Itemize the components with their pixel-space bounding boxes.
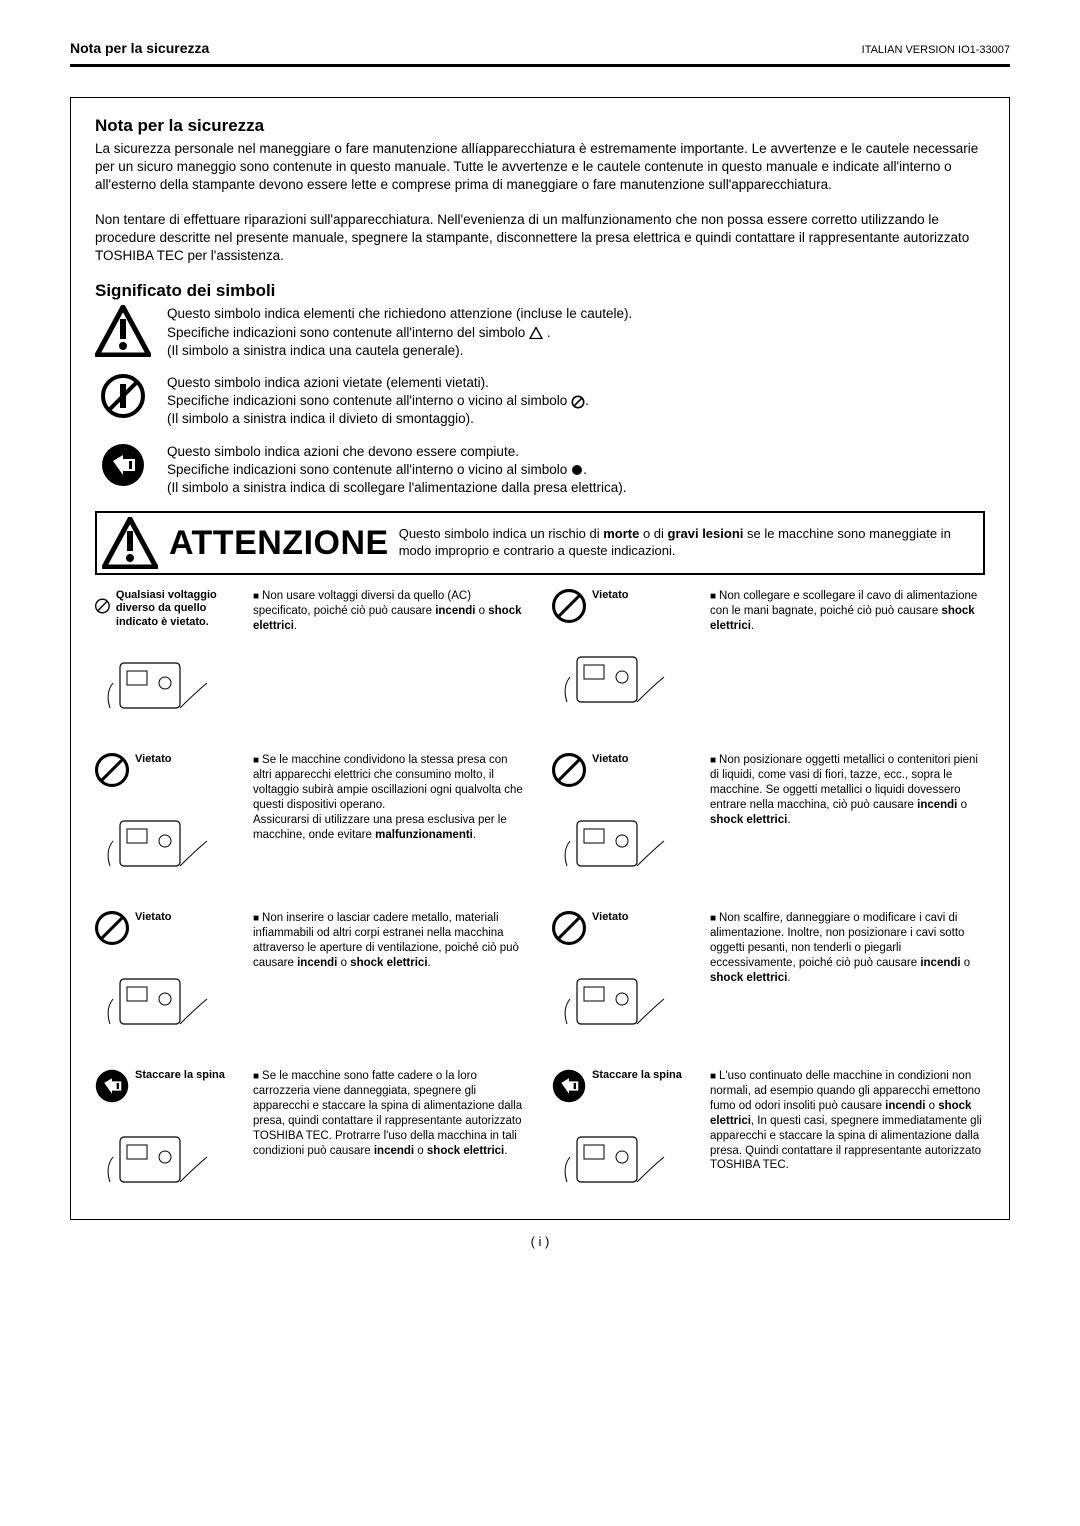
prohibit-icon [552,911,586,945]
sym1-l3: (Il simbolo a sinistra indica una cautel… [167,343,463,358]
symbol-text-1: Questo simbolo indica elementi che richi… [167,305,985,360]
grid-cell-cables: Vietato ■Non scalfire, danneggiare o mod… [552,911,985,1039]
symbol-row-warning: Questo simbolo indica elementi che richi… [95,305,985,360]
grid-cell-damaged: Staccare la spina ■Se le macchine sono f… [95,1069,528,1197]
section2-title: Significato dei simboli [95,281,985,301]
prohibit-inline-icon [571,395,585,409]
symbol-text-2: Questo simbolo indica azioni vietate (el… [167,374,985,429]
illustration-icon [95,791,225,881]
grid-cell-wethands: Vietato ■Non collegare e scollegare il c… [552,589,985,723]
cell-body: ■L'uso continuato delle macchine in cond… [710,1069,985,1197]
filled-circle-inline-icon [571,464,583,476]
intro-paragraph-2: Non tentare di effettuare riparazioni su… [95,211,985,266]
unplug-action-icon [552,1069,586,1103]
grid-cell-voltage: Qualsiasi voltaggio diverso da quello in… [95,589,528,723]
cell-body: ■Se le macchine sono fatte cadere o la l… [253,1069,528,1197]
warning-triangle-icon [95,305,151,357]
sym2-l2: Specifiche indicazioni sono contenute al… [167,393,567,408]
cell-label: Qualsiasi voltaggio diverso da quello in… [116,589,243,629]
header-left: Nota per la sicurezza [70,40,209,56]
prohibit-disassembly-icon [95,374,151,418]
cell-label: Vietato [592,911,628,924]
sym1-l2: Specifiche indicazioni sono contenute al… [167,325,525,340]
grid-cell-foreignobjects: Vietato ■Non inserire o lasciar cadere m… [95,911,528,1039]
grid-cell-sharedoutlet: Vietato ■Se le macchine condividono la s… [95,753,528,881]
symbol-row-action: Questo simbolo indica azioni che devono … [95,443,985,498]
warning-banner: ATTENZIONE Questo simbolo indica un risc… [95,511,985,575]
sym2-l3: (Il simbolo a sinistra indica il divieto… [167,411,474,426]
warning-banner-text: Questo simbolo indica un rischio di mort… [399,526,973,560]
illustration-icon [552,791,682,881]
cell-label: Vietato [135,753,171,766]
cell-body: ■Non posizionare oggetti metallici o con… [710,753,985,881]
illustration-icon [552,1107,682,1197]
warning-banner-icon [101,517,159,569]
prohibit-icon [552,753,586,787]
sym2-l1: Questo simbolo indica azioni vietate (el… [167,375,489,390]
page-header: Nota per la sicurezza ITALIAN VERSION IO… [70,40,1010,56]
sym3-l3: (Il simbolo a sinistra indica di scolleg… [167,480,627,495]
illustration-icon [552,949,682,1039]
prohibit-icon [95,911,129,945]
unplug-action-icon [95,443,151,487]
header-right: ITALIAN VERSION IO1-33007 [862,44,1010,56]
warnings-grid: Qualsiasi voltaggio diverso da quello in… [95,589,985,1197]
cell-label: Staccare la spina [592,1069,682,1082]
cell-label: Vietato [592,753,628,766]
illustration-icon [95,949,225,1039]
cell-body: ■Se le macchine condividono la stessa pr… [253,753,528,881]
prohibit-icon [95,589,110,623]
cell-label: Vietato [135,911,171,924]
content-box: Nota per la sicurezza La sicurezza perso… [70,97,1010,1220]
illustration-icon [552,627,682,717]
illustration-icon [95,633,225,723]
sym3-l2: Specifiche indicazioni sono contenute al… [167,462,567,477]
intro-paragraph-1: La sicurezza personale nel maneggiare o … [95,140,985,195]
grid-cell-liquids: Vietato ■Non posizionare oggetti metalli… [552,753,985,881]
cell-body: ■Non usare voltaggi diversi da quello (A… [253,589,528,723]
section1-title: Nota per la sicurezza [95,116,985,136]
page-number: ( i ) [70,1234,1010,1249]
unplug-action-icon [95,1069,129,1103]
grid-cell-smoke: Staccare la spina ■L'uso continuato dell… [552,1069,985,1197]
cell-body: ■Non collegare e scollegare il cavo di a… [710,589,985,723]
symbol-text-3: Questo simbolo indica azioni che devono … [167,443,985,498]
symbol-row-prohibit: Questo simbolo indica azioni vietate (el… [95,374,985,429]
sym1-l1: Questo simbolo indica elementi che richi… [167,306,632,321]
prohibit-icon [95,753,129,787]
triangle-inline-icon [529,327,543,339]
cell-body: ■Non inserire o lasciar cadere metallo, … [253,911,528,1039]
warning-word: ATTENZIONE [169,524,389,563]
sym3-l1: Questo simbolo indica azioni che devono … [167,444,519,459]
illustration-icon [95,1107,225,1197]
prohibit-icon [552,589,586,623]
cell-label: Vietato [592,589,628,602]
cell-body: ■Non scalfire, danneggiare o modificare … [710,911,985,1039]
header-rule [70,64,1010,67]
cell-label: Staccare la spina [135,1069,225,1082]
